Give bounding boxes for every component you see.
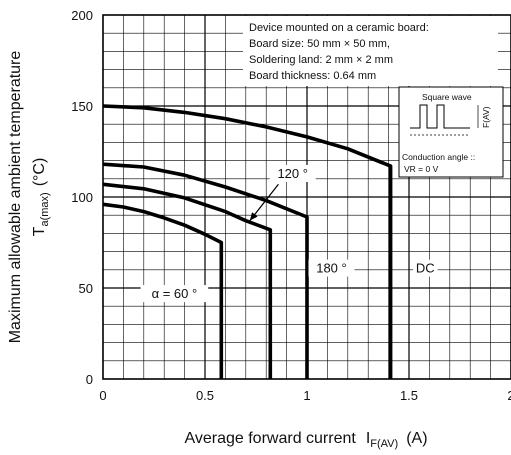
x-axis-symbol-sub: F(AV) <box>370 438 398 450</box>
series-label-bg <box>269 164 316 182</box>
x-axis-title: Average forward current IF(AV) (A) <box>184 430 427 450</box>
y-axis-unit: (°C) <box>31 158 48 187</box>
series-label-0: α = 60 ° <box>152 286 198 301</box>
series-label-bg <box>140 285 209 303</box>
board-note-box <box>243 16 498 86</box>
y-tick-label: 100 <box>71 190 93 205</box>
inset-title: Square wave <box>422 92 472 102</box>
series-group <box>102 104 393 379</box>
series-line-1 <box>102 182 273 379</box>
axis-ticks: 0 0.5 1 1.5 2 0 50 100 150 200 <box>71 8 511 403</box>
board-note: Device mounted on a ceramic board: Board… <box>243 16 498 86</box>
inset-caption: Conduction angle :: <box>402 152 475 162</box>
inset-yaxis-label: F(AV) <box>481 106 491 128</box>
series-line-2 <box>102 162 309 379</box>
x-axis-symbol: I <box>366 430 370 447</box>
x-tick-label: 0 <box>99 388 106 403</box>
series-label-3: DC <box>416 261 435 276</box>
x-axis-title-text: Average forward current <box>184 430 356 447</box>
series-line-0 <box>102 202 224 379</box>
y-axis-title: Maximum allowable ambient temperature <box>7 51 24 344</box>
square-wave-icon <box>410 104 470 129</box>
x-tick-label: 1 <box>303 388 310 403</box>
inset-box <box>398 86 504 178</box>
series-label-2: 180 ° <box>316 261 347 276</box>
series-label-bg <box>308 259 355 277</box>
series-labels: α = 60 ° 120 ° 180 ° DC <box>140 164 438 303</box>
x-tick-label: 0.5 <box>196 388 214 403</box>
x-axis-unit: (A) <box>406 430 427 447</box>
board-note-line-1: Device mounted on a ceramic board: <box>249 22 429 34</box>
inset-caption-2: VR = 0 V <box>404 164 439 174</box>
label-arrow-head <box>249 212 258 221</box>
y-tick-label: 150 <box>71 99 93 114</box>
y-axis-symbol: Ta(max) (°C) <box>31 158 51 237</box>
board-note-line-2: Board size: 50 mm × 50 mm, <box>249 38 390 50</box>
board-note-line-3: Soldering land: 2 mm × 2 mm <box>249 54 393 66</box>
x-tick-label: 2 <box>507 388 511 403</box>
series-label-1: 120 ° <box>277 166 308 181</box>
board-note-line-4: Board thickness: 0.64 mm <box>249 70 376 82</box>
series-line-3 <box>102 104 393 379</box>
y-tick-label: 50 <box>79 281 93 296</box>
series-label-bg <box>413 259 438 277</box>
y-axis-symbol-main: T <box>31 226 48 236</box>
y-axis-symbol-sub: a(max) <box>39 192 51 226</box>
x-tick-label: 1.5 <box>400 388 418 403</box>
y-tick-label: 200 <box>71 8 93 23</box>
y-tick-label: 0 <box>86 372 93 387</box>
waveform-inset: Square wave F(AV) Conduction angle :: VR… <box>398 86 504 178</box>
